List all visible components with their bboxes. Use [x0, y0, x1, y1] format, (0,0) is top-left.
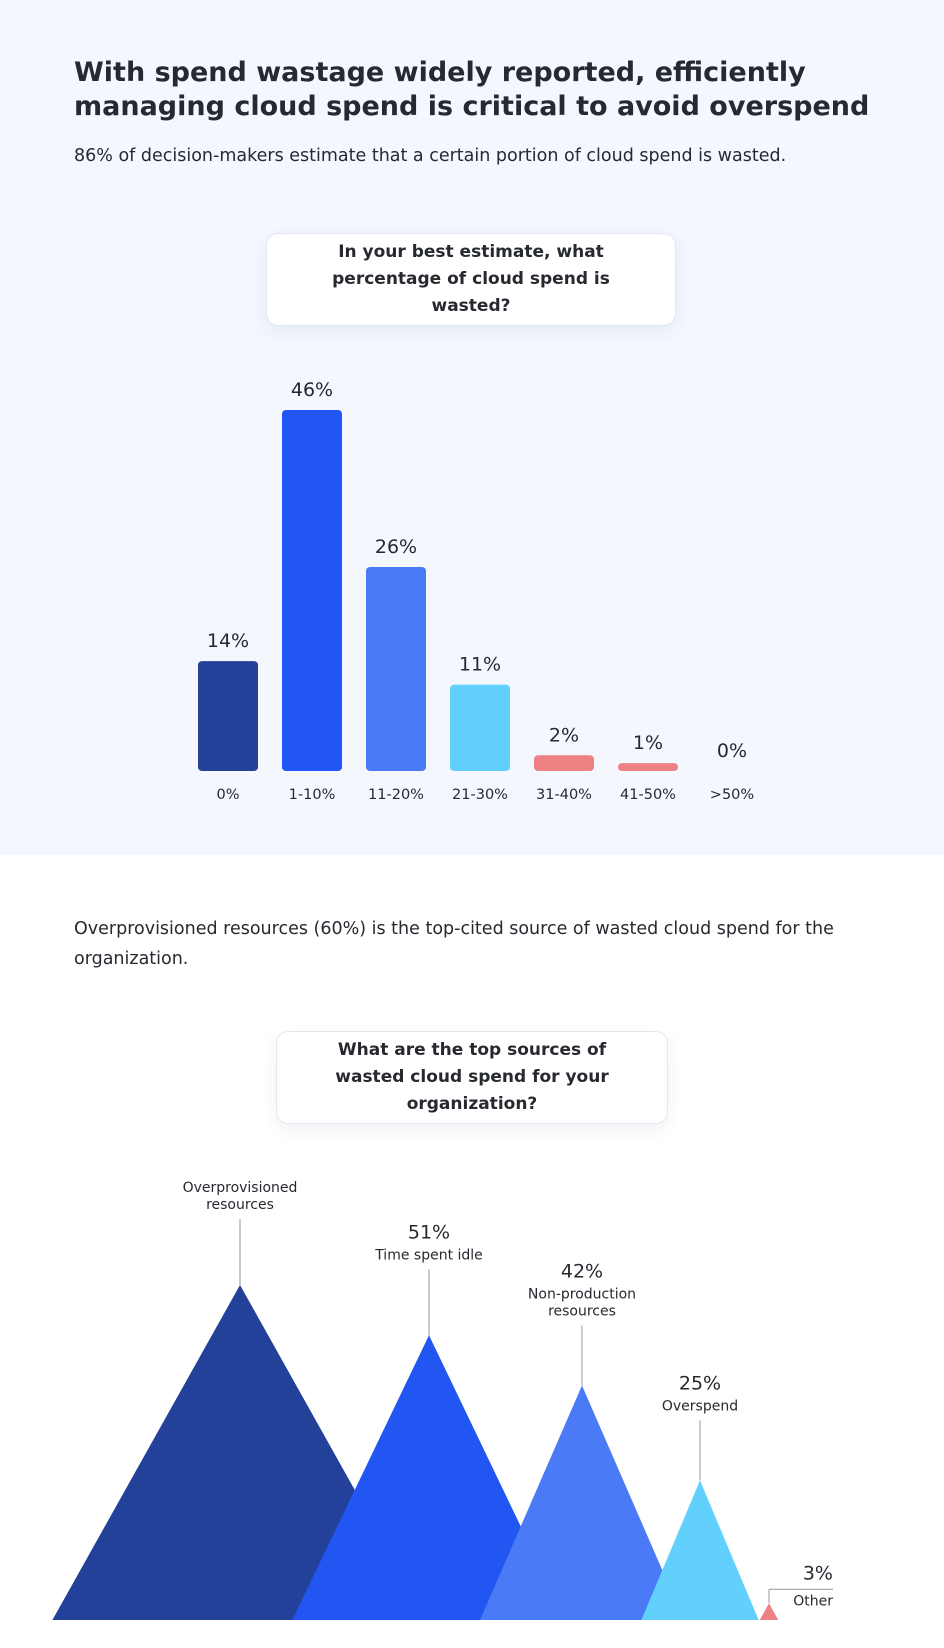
page-headline: With spend wastage widely reported, effi…: [74, 57, 870, 122]
bar-value-label-0: 14%: [207, 630, 249, 652]
mountain-4: [759, 1603, 779, 1620]
bar-category-label-3: 21-30%: [452, 787, 508, 803]
mountain-chart-question-box: What are the top sources of wasted cloud…: [276, 1031, 668, 1124]
bar-3: [450, 684, 510, 771]
bar-2: [366, 566, 426, 771]
bar-1: [282, 410, 342, 771]
mountain-category-label-0: Overprovisioned resources: [183, 1180, 298, 1213]
bar-value-label-3: 11%: [459, 654, 501, 676]
mountain-category-label-2: Non-production resources: [528, 1287, 636, 1320]
mountain-value-label-1: 51%: [408, 1221, 450, 1243]
bar-chart-question-box: In your best estimate, what percentage o…: [266, 233, 676, 326]
bar-category-label-0: 0%: [216, 787, 239, 803]
bar-category-label-5: 41-50%: [620, 787, 676, 803]
bar-category-label-2: 11-20%: [368, 787, 424, 803]
bar-value-label-2: 26%: [375, 536, 417, 558]
mountain-category-label-4: Other: [793, 1593, 833, 1609]
bar-category-label-4: 31-40%: [536, 787, 592, 803]
mountain-category-label-3: Overspend: [662, 1398, 738, 1414]
bar-category-label-1: 1-10%: [289, 787, 336, 803]
mountain-chart-question: What are the top sources of wasted cloud…: [335, 1040, 609, 1114]
mountain-2: [479, 1385, 685, 1620]
mountain-category-label-1: Time spent idle: [374, 1247, 483, 1263]
bar-value-label-1: 46%: [291, 379, 333, 401]
bar-value-label-6: 0%: [717, 740, 747, 762]
bar-value-label-4: 2%: [549, 724, 579, 746]
mountain-value-label-4: 3%: [803, 1562, 833, 1584]
bar-4: [534, 755, 594, 771]
mountain-value-label-3: 25%: [679, 1372, 721, 1394]
mountain-value-label-2: 42%: [561, 1261, 603, 1283]
bar-5: [618, 763, 678, 771]
mountain-1: [292, 1335, 566, 1620]
waste-percentage-bar-chart: 14% 0% 46% 1-10% 26% 11-20% 11% 21-30% 2% 31-40% 1…: [198, 379, 754, 803]
page-subtext: 86% of decision-makers estimate that a c…: [74, 146, 787, 166]
bar-0: [198, 661, 258, 771]
mountain-value-label-0: 60%: [219, 1175, 261, 1176]
bar-chart-question: In your best estimate, what percentage o…: [332, 242, 610, 316]
bar-value-label-5: 1%: [633, 732, 663, 754]
mountain-3: [641, 1480, 759, 1620]
bar-category-label-6: >50%: [710, 787, 754, 803]
second-lead-text: Overprovisioned resources (60%) is the t…: [74, 919, 834, 969]
